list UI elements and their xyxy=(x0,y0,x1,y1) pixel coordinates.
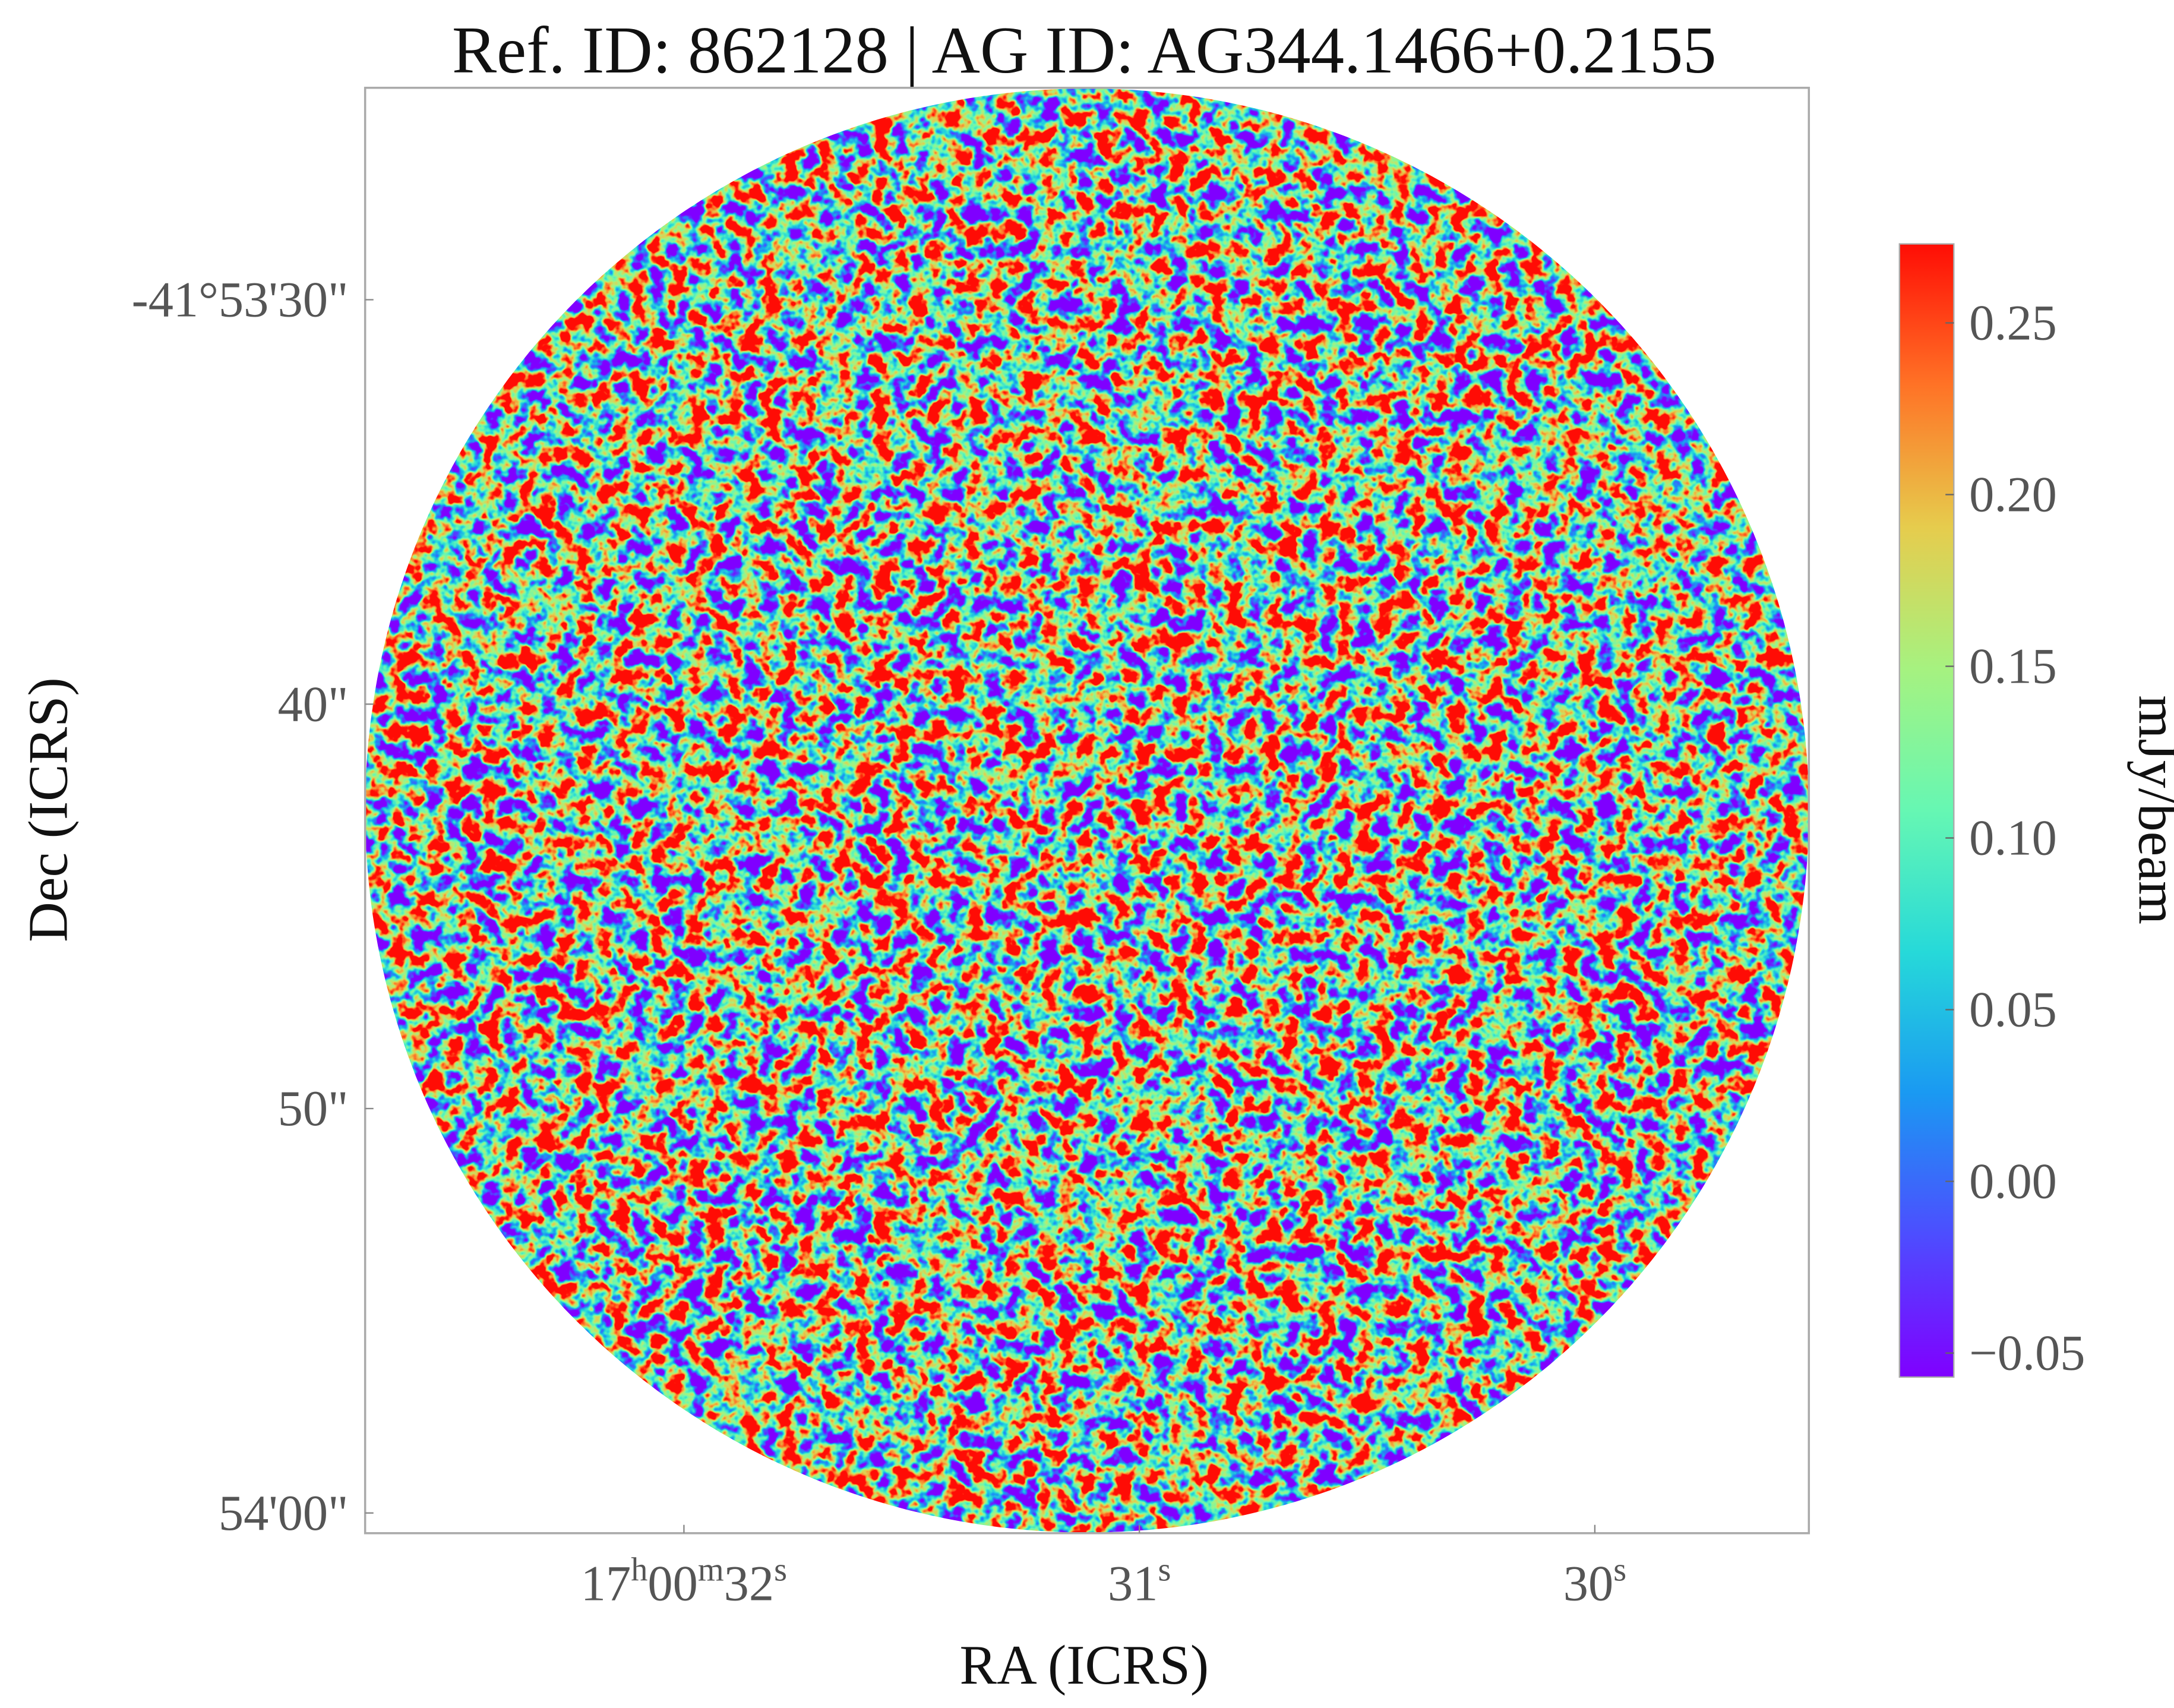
colorbar-tick-label: 0.05 xyxy=(1969,983,2057,1038)
colorbar-tick-label: 0.20 xyxy=(1969,468,2057,523)
colorbar-label: mJy/beam xyxy=(2126,695,2174,924)
y-tick-label: -41°53'30" xyxy=(132,273,349,328)
x-axis-label: RA (ICRS) xyxy=(959,1634,1209,1696)
x-tick-label: 31s xyxy=(1108,1552,1171,1612)
y-tick-label: 50" xyxy=(278,1081,349,1136)
colorbar-tick-label: −0.05 xyxy=(1969,1326,2085,1381)
plot-frame xyxy=(364,87,1810,1535)
colorbar-tick-label: 0.00 xyxy=(1969,1154,2057,1210)
x-tick-label: 17h00m32s xyxy=(581,1552,787,1612)
image-disk xyxy=(365,88,1809,1533)
chart-title: Ref. ID: 862128 | AG ID: AG344.1466+0.21… xyxy=(452,14,1717,87)
image-texture xyxy=(365,88,1809,1533)
x-tick-label: 30s xyxy=(1563,1552,1626,1612)
y-tick-label: 40" xyxy=(278,677,349,732)
colorbar-tick-label: 0.10 xyxy=(1969,811,2057,866)
y-axis-label: Dec (ICRS) xyxy=(18,677,80,942)
colorbar xyxy=(1898,243,1955,1378)
y-tick-label: 54'00" xyxy=(219,1486,349,1541)
colorbar-tick-label: 0.25 xyxy=(1969,296,2057,351)
colorbar-tick-label: 0.15 xyxy=(1969,639,2057,694)
